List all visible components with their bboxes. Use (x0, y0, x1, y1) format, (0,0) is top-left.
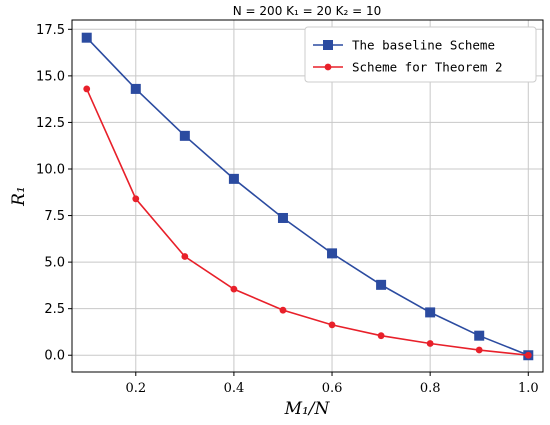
x-tick-label: 0.8 (420, 381, 441, 396)
legend: The baseline Scheme Scheme for Theorem 2 (304, 26, 537, 83)
legend-entry: Scheme for Theorem 2 (313, 60, 503, 75)
data-point (230, 285, 238, 293)
y-axis-label: R₁ (9, 186, 29, 207)
data-point (228, 173, 239, 184)
data-point (425, 307, 436, 318)
data-point (279, 306, 287, 314)
legend-entry: The baseline Scheme (313, 38, 495, 53)
x-tick-label: 0.4 (224, 381, 245, 396)
x-axis-label: M₁/N (284, 399, 331, 419)
legend-label: Scheme for Theorem 2 (352, 60, 503, 75)
series-1 (81, 32, 534, 361)
series-line (85, 88, 529, 357)
data-point (327, 248, 338, 259)
x-axis-ticks: 0.2 0.4 0.6 0.8 1.0 (125, 372, 539, 396)
data-point (277, 212, 288, 223)
data-point (376, 279, 387, 290)
data-point (132, 195, 140, 203)
legend-marker (324, 63, 332, 71)
x-tick-label: 0.6 (322, 381, 343, 396)
legend-box (304, 26, 537, 83)
y-tick-label: 15.0 (36, 69, 65, 84)
x-tick-label: 0.2 (125, 381, 146, 396)
y-tick-label: 2.5 (44, 302, 65, 317)
chart-title: N = 200 K₁ = 20 K₂ = 10 (233, 4, 381, 18)
legend-marker (323, 40, 333, 50)
data-point (181, 253, 189, 260)
x-tick-label: 1.0 (518, 381, 539, 396)
y-tick-label: 17.5 (36, 23, 65, 38)
legend-label: The baseline Scheme (352, 38, 495, 53)
legend-items: The baseline Scheme Scheme for Theorem 2 (313, 38, 503, 75)
data-point (475, 346, 483, 354)
data-point (328, 321, 336, 329)
data-point (426, 340, 434, 347)
y-tick-label: 10.0 (36, 162, 65, 177)
y-tick-label: 0.0 (44, 349, 65, 364)
plot-frame (71, 19, 544, 373)
data-point (377, 332, 385, 340)
data-point (524, 351, 532, 359)
data-point (83, 85, 91, 93)
y-tick-label: 5.0 (44, 256, 65, 271)
series-layer (81, 32, 534, 361)
series-line (86, 37, 529, 356)
y-tick-label: 7.5 (44, 209, 65, 224)
series-2 (83, 85, 532, 359)
y-axis-ticks: 0.0 2.5 5.0 7.5 10.0 12.5 15.0 17.5 (36, 23, 72, 364)
y-tick-label: 12.5 (36, 116, 65, 131)
data-point (81, 32, 92, 43)
data-point (474, 330, 485, 341)
data-point (179, 130, 190, 141)
data-point (130, 83, 141, 94)
